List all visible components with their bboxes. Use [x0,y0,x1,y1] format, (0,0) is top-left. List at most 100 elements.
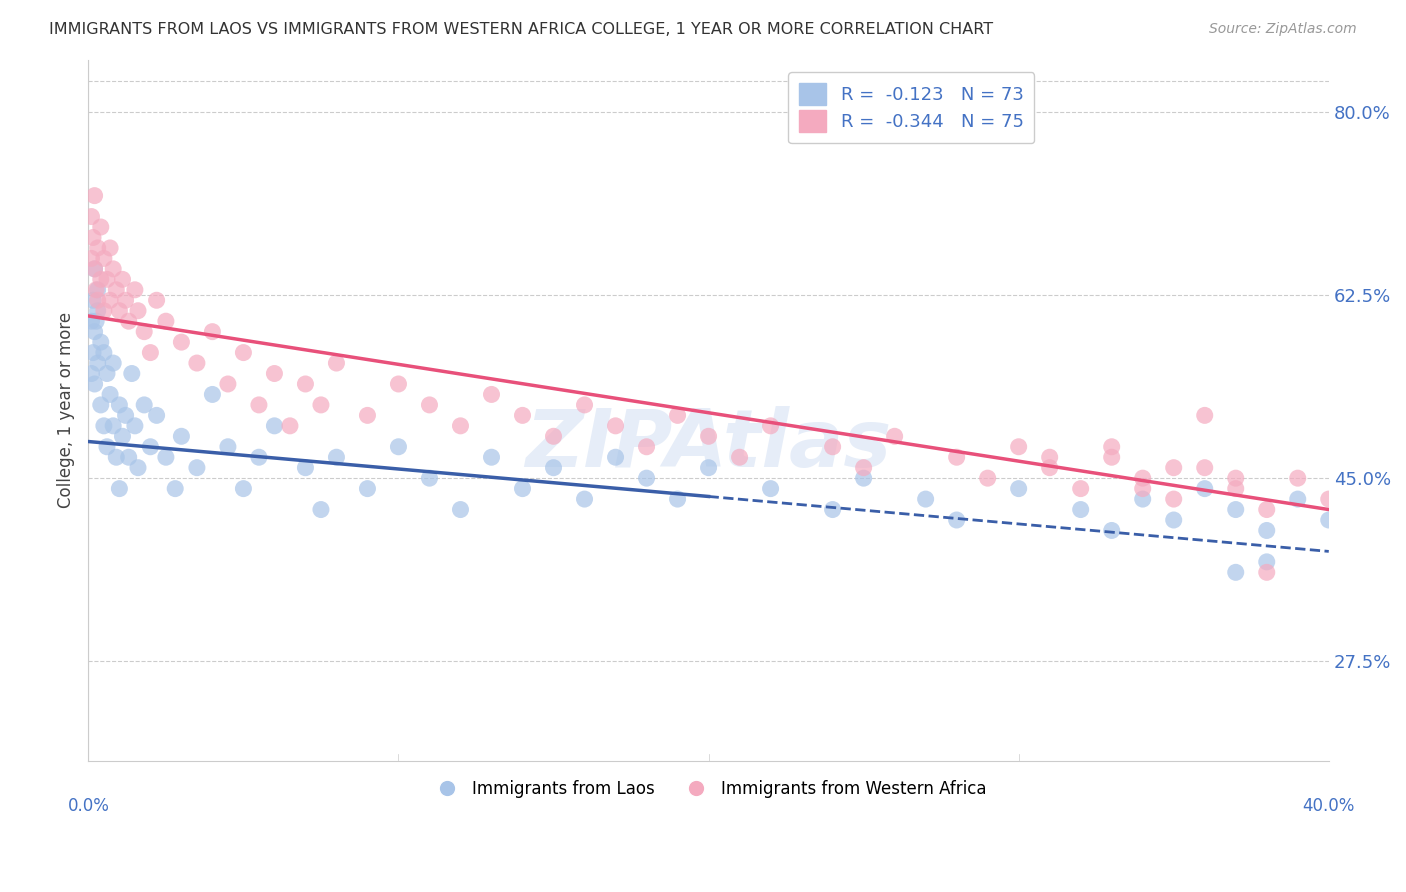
Point [666,409,689,423]
Point [1070,482,1092,496]
Point [232,482,254,496]
Point [1256,555,1278,569]
Point [93,418,115,433]
Point [93,252,115,266]
Text: Source: ZipAtlas.com: Source: ZipAtlas.com [1209,22,1357,37]
Point [247,398,270,412]
Point [852,471,875,485]
Point [1225,502,1247,516]
Point [101,261,124,276]
Point [1225,566,1247,580]
Point [86,293,108,308]
Point [1101,440,1123,454]
Point [83,261,105,276]
Point [84,314,107,328]
Point [1256,502,1278,516]
Point [80,367,103,381]
Point [636,471,658,485]
Point [1070,502,1092,516]
Point [1194,409,1216,423]
Point [155,450,177,465]
Point [1317,513,1340,527]
Point [883,429,905,443]
Point [356,409,378,423]
Point [247,450,270,465]
Point [86,356,108,370]
Point [80,252,103,266]
Point [86,241,108,255]
Point [98,293,121,308]
Point [1256,566,1278,580]
Point [134,398,156,412]
Point [636,440,658,454]
Point [165,482,187,496]
Point [80,210,103,224]
Point [821,440,844,454]
Point [294,460,316,475]
Point [325,450,347,465]
Point [118,450,141,465]
Point [1163,492,1185,507]
Point [1132,492,1154,507]
Point [80,314,103,328]
Point [98,241,121,255]
Point [82,293,104,308]
Point [605,450,627,465]
Point [201,325,224,339]
Point [1286,492,1309,507]
Point [108,398,131,412]
Point [1163,513,1185,527]
Point [914,492,936,507]
Point [309,398,332,412]
Point [186,460,208,475]
Point [450,502,472,516]
Point [170,429,193,443]
Point [821,502,844,516]
Point [108,482,131,496]
Point [1194,482,1216,496]
Point [945,513,967,527]
Point [96,272,118,286]
Point [697,429,720,443]
Point [1132,471,1154,485]
Point [82,230,104,244]
Point [83,188,105,202]
Point [127,460,149,475]
Point [278,418,301,433]
Point [1286,471,1309,485]
Point [976,471,998,485]
Point [217,440,239,454]
Point [127,303,149,318]
Point [1225,482,1247,496]
Point [294,376,316,391]
Point [90,335,112,350]
Point [1225,471,1247,485]
Point [574,398,596,412]
Point [759,418,782,433]
Point [145,293,167,308]
Point [1039,460,1062,475]
Point [105,283,128,297]
Point [512,409,534,423]
Point [387,440,409,454]
Point [263,367,285,381]
Point [83,376,105,391]
Point [124,418,146,433]
Point [728,450,751,465]
Point [232,345,254,359]
Point [155,314,177,328]
Point [418,398,440,412]
Point [114,293,136,308]
Point [139,345,162,359]
Point [309,502,332,516]
Text: IMMIGRANTS FROM LAOS VS IMMIGRANTS FROM WESTERN AFRICA COLLEGE, 1 YEAR OR MORE C: IMMIGRANTS FROM LAOS VS IMMIGRANTS FROM … [49,22,993,37]
Point [101,356,124,370]
Y-axis label: College, 1 year or more: College, 1 year or more [58,312,75,508]
Text: ZIPAtlas: ZIPAtlas [526,406,891,484]
Point [111,272,134,286]
Legend: Immigrants from Laos, Immigrants from Western Africa: Immigrants from Laos, Immigrants from We… [423,773,994,805]
Point [105,450,128,465]
Point [201,387,224,401]
Point [118,314,141,328]
Point [543,429,565,443]
